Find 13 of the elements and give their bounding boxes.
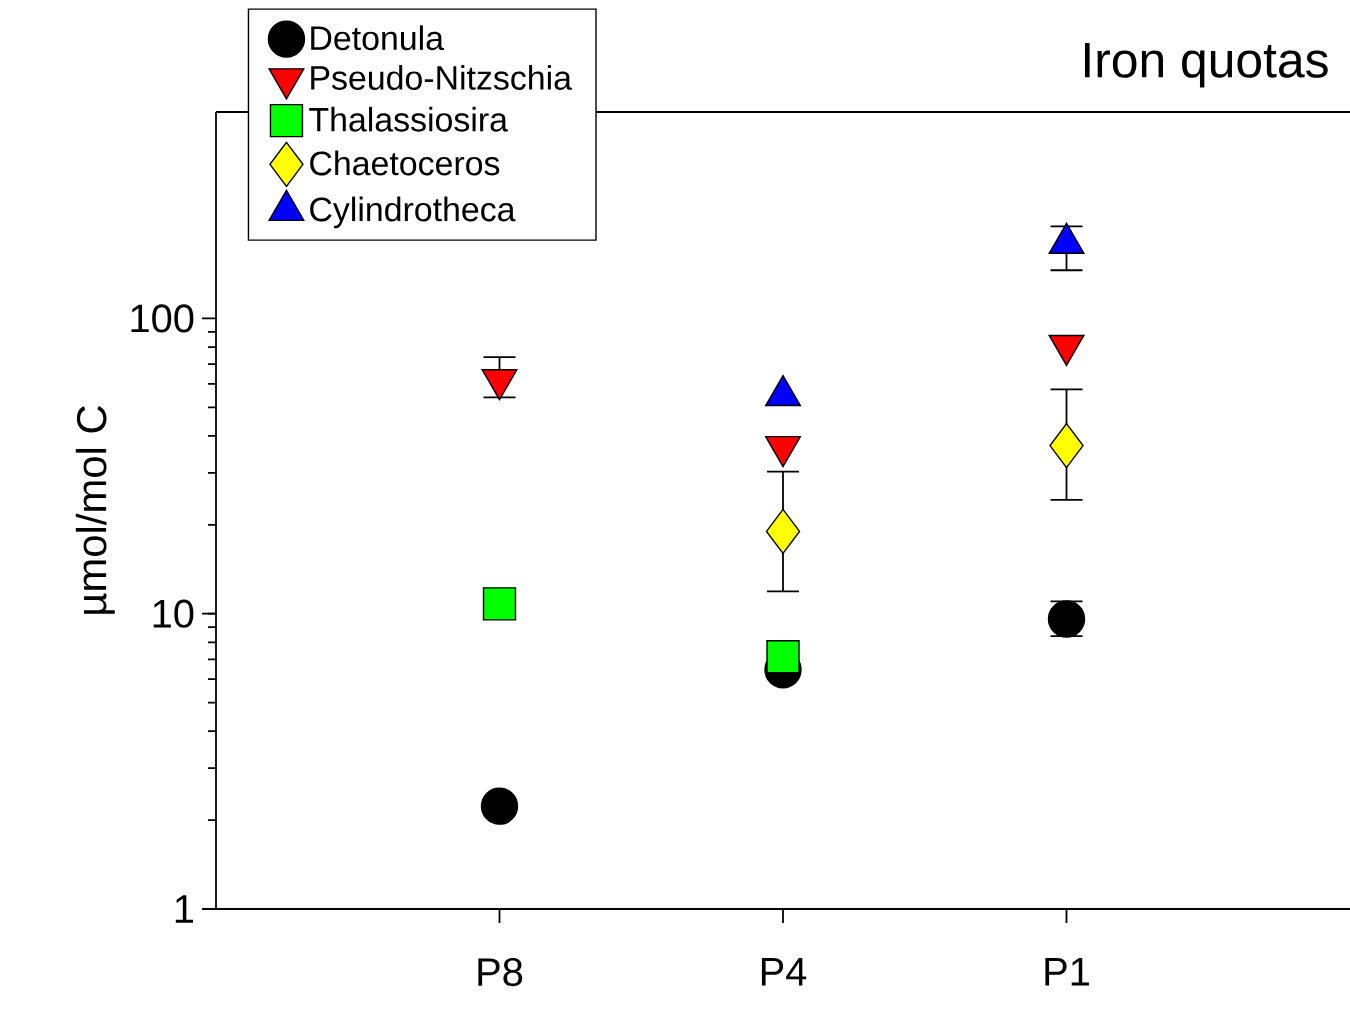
legend-label: Chaetoceros (310, 150, 500, 176)
legend-label: Cylindrotheca (310, 196, 516, 229)
x-tick-label: P8 (478, 958, 523, 987)
y-tick-label: 10 (153, 599, 194, 628)
legend-label: Thalassiosira (309, 106, 508, 132)
chart-title: Iron quotas (1084, 42, 1328, 88)
x-tick-label: P1 (1045, 958, 1089, 986)
y-axis-title: µmol/mol C (75, 405, 115, 614)
legend-label: Detonula (311, 25, 445, 51)
legend-label: Pseudo-Nitzschia (311, 65, 572, 90)
y-tick-label: 100 (131, 304, 194, 333)
y-tick-label: 1 (175, 895, 194, 923)
x-tick-label: P4 (761, 958, 807, 986)
